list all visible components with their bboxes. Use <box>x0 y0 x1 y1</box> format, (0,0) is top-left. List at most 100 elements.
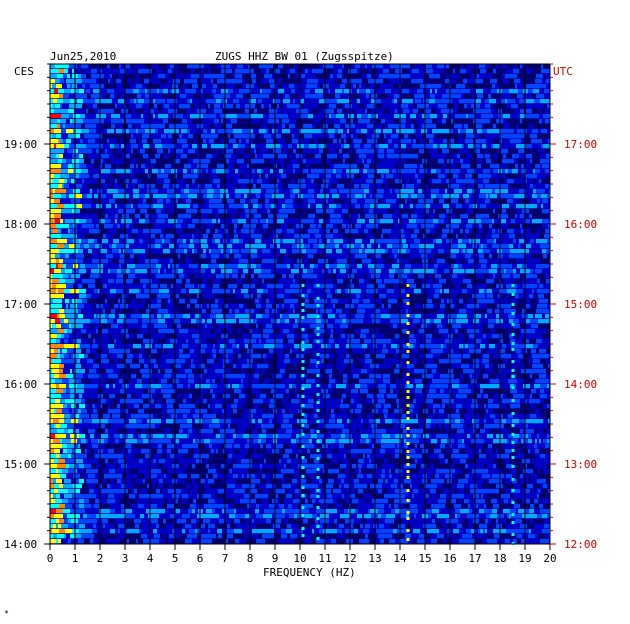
spectrogram-cell <box>510 139 515 144</box>
spectrogram-cell <box>488 229 492 234</box>
spectrogram-cell <box>192 179 195 184</box>
spectrogram-cell <box>293 169 295 174</box>
spectrogram-cell <box>289 274 294 279</box>
spectrogram-cell <box>166 199 170 204</box>
spectrogram-cell <box>333 234 340 239</box>
spectrogram-cell <box>319 64 323 69</box>
spectrogram-cell <box>129 214 135 219</box>
spectrogram-cell <box>402 174 408 179</box>
spectrogram-cell <box>440 134 447 139</box>
spectrogram-cell <box>456 144 462 149</box>
spectrogram-cell <box>399 149 405 154</box>
spectrogram-cell <box>71 199 75 204</box>
spectrogram-cell <box>264 134 271 139</box>
spectrogram-cell <box>466 154 472 159</box>
spectrogram-cell <box>368 259 371 264</box>
spectrogram-cell <box>488 84 492 89</box>
spectrogram-cell <box>50 189 53 194</box>
spectrogram-cell <box>292 109 296 114</box>
spectrogram-cell <box>303 124 310 129</box>
spectrogram-cell <box>294 154 296 159</box>
spectrogram-cell <box>539 144 541 149</box>
spectrogram-cell <box>126 229 132 234</box>
spectrogram-cell <box>149 274 156 279</box>
spectrogram-cell <box>240 214 246 219</box>
spectrogram-cell <box>237 64 239 69</box>
spectrogram-cell <box>365 109 367 114</box>
spectrogram-cell <box>144 204 147 209</box>
spectrogram-cell <box>536 74 543 79</box>
spectrogram-cell <box>152 169 158 174</box>
spectrogram-cell <box>325 74 330 79</box>
spectrogram-cell <box>292 184 297 189</box>
spectrogram-cell <box>73 129 75 134</box>
spectrogram-cell <box>383 234 389 239</box>
spectrogram-cell <box>284 279 287 284</box>
spectrogram-cell <box>80 139 83 144</box>
spectrogram-cell <box>391 159 397 164</box>
spectrogram-cell <box>276 134 281 139</box>
spectrogram-cell <box>177 239 183 244</box>
spectrogram-cell <box>143 249 145 254</box>
spectrogram-cell <box>50 219 55 224</box>
spectrogram-cell <box>221 249 223 254</box>
spectrogram-cell <box>411 119 416 124</box>
spectrogram-cell <box>364 119 370 124</box>
spectrogram-cell <box>417 159 422 164</box>
spectrogram-cell <box>50 184 56 189</box>
spectrogram-cell <box>66 249 69 254</box>
spectrogram-cell <box>181 74 184 79</box>
spectrogram-cell <box>266 139 273 144</box>
spectrogram-cell <box>525 134 530 139</box>
spectrogram-cell <box>142 159 146 164</box>
spectrogram-cell <box>282 124 285 129</box>
spectrogram-cell <box>395 109 397 114</box>
spectrogram-cell <box>104 104 111 109</box>
spectrogram-cell <box>185 159 188 164</box>
spectrogram-cell <box>304 104 311 109</box>
spectrogram-cell <box>316 259 318 264</box>
spectrogram-cell <box>342 64 344 69</box>
spectrogram-cell <box>285 224 288 229</box>
spectrogram-cell <box>245 249 247 254</box>
spectrogram-cell <box>323 164 330 169</box>
spectrogram-cell <box>167 224 174 229</box>
spectrogram-cell <box>508 79 514 84</box>
spectrogram-cell <box>301 104 304 109</box>
spectrogram-cell <box>378 244 380 249</box>
spectrogram-cell <box>540 124 546 129</box>
spectrogram-cell <box>376 119 381 124</box>
spectrogram-cell <box>215 144 220 149</box>
spectrogram-cell <box>138 149 140 154</box>
spectrogram-cell <box>108 124 111 129</box>
spectrogram-cell <box>378 114 381 119</box>
spectrogram-cell <box>518 244 520 249</box>
spectrogram-cell <box>326 224 331 229</box>
spectrogram-cell <box>422 124 425 129</box>
spectrogram-cell <box>465 254 471 259</box>
spectrogram-cell <box>411 214 417 219</box>
spectrogram-cell <box>412 89 417 94</box>
spectrogram-cell <box>88 284 95 289</box>
spectrogram-cell <box>327 69 333 74</box>
spectrogram-cell <box>206 229 208 234</box>
spectrogram-cell <box>63 139 66 144</box>
spectrogram-cell <box>282 74 288 79</box>
spectrogram-cell <box>408 104 413 109</box>
spectrogram-cell <box>544 139 548 144</box>
spectrogram-cell <box>424 204 430 209</box>
spectrogram-cell <box>217 164 224 169</box>
spectrogram-cell <box>295 174 297 179</box>
spectrogram-cell <box>137 119 144 124</box>
spectrogram-cell <box>120 234 126 239</box>
spectrogram-cell <box>369 139 371 144</box>
spectrogram-cell <box>420 139 424 144</box>
spectrogram-cell <box>282 204 285 209</box>
spectrogram-cell <box>90 124 96 129</box>
spectrogram-cell <box>467 189 472 194</box>
spectrogram-cell <box>417 179 421 184</box>
spectrogram-cell <box>54 129 61 134</box>
spectrogram-cell <box>521 259 527 264</box>
spectrogram-cell <box>197 79 201 84</box>
spectrogram-cell <box>303 269 307 274</box>
